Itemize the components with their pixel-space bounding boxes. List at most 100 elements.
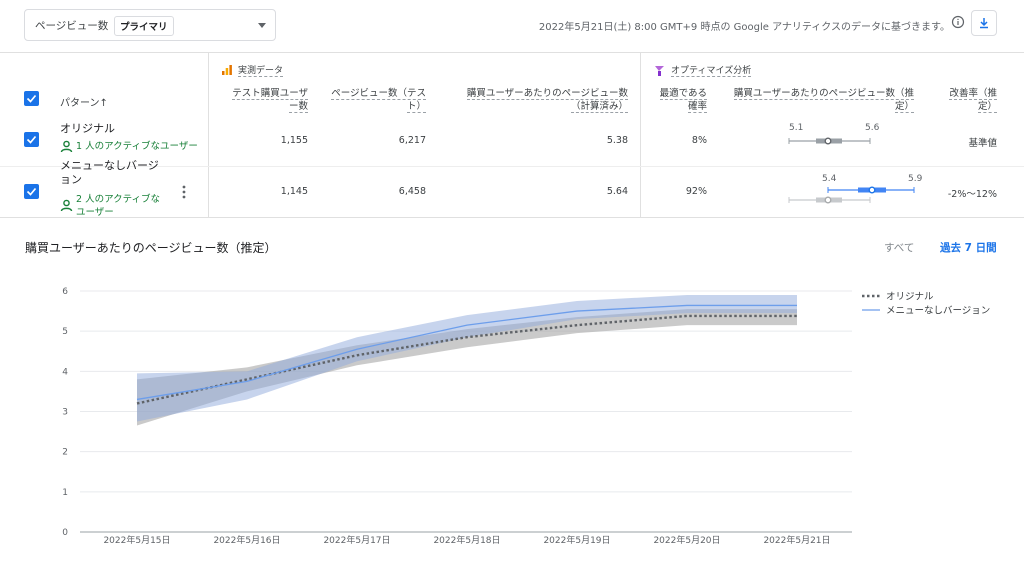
ci-whisker-original-faded [788, 196, 871, 204]
y-axis-ticks: 0 1 2 3 4 5 6 [62, 287, 68, 538]
y-tick-label: 1 [62, 488, 68, 498]
person-icon [60, 140, 73, 153]
series-line [136, 304, 797, 401]
x-tick-label: 2022年5月18日 [433, 534, 500, 546]
ci-plot-variant: 5.4 5.9 [788, 174, 923, 204]
data-basis-text: 2022年5月21日(土) 8:00 GMT+9 時点の Google アナリテ… [538, 22, 950, 33]
improvement-header-line2: 定） [977, 101, 997, 113]
test-users-value: 1,155 [280, 135, 308, 146]
test-users-header-line1: テスト購買ユーザ [232, 88, 308, 100]
divider [208, 53, 209, 217]
active-users-label: 2 人のアクティブな ユーザー [76, 193, 160, 219]
confidence-bands [137, 295, 797, 426]
variant-name: メニューなしバージ ョン [60, 159, 159, 187]
y-tick-label: 3 [62, 408, 68, 418]
ci-high-label: 5.9 [908, 174, 923, 184]
line-chart: 2022年5月15日 2022年5月16日 2022年5月17日 2022年5月18日… [62, 287, 990, 546]
pv-estimate-header-line2: 定） [894, 101, 914, 113]
optimize-section-label: オプティマイズ分析 [671, 63, 752, 77]
pattern-column-header[interactable]: パターン↑ [60, 94, 108, 109]
chart-title: 購買ユーザーあたりのページビュー数（推定） [25, 241, 277, 255]
pageviews-header-line1: ページビュー数（テス [331, 88, 426, 100]
legend-label: メニューなしバージョン [886, 306, 990, 317]
active-users-link[interactable]: 2 人のアクティブな ユーザー [60, 193, 160, 219]
active-users-line1: 2 人のアクティブな [76, 194, 161, 205]
ci-high-label: 5.6 [865, 123, 880, 133]
ci-whisker-original [788, 137, 871, 145]
variant-name-line2: ョン [60, 173, 82, 186]
pageviews-value: 6,458 [398, 186, 426, 197]
range-all-button[interactable]: すべて [884, 242, 915, 254]
metric-select-label: ページビュー数 [35, 20, 109, 32]
pv-per-user-value: 5.38 [606, 135, 628, 146]
x-tick-label: 2022年5月19日 [543, 534, 610, 546]
improvement-value: -2%～12% [947, 189, 997, 200]
row-checkbox[interactable] [24, 132, 39, 147]
ci-plot: 5.1 5.6 5.4 [788, 123, 880, 145]
variant-name-line1: メニューなしバージ [60, 159, 159, 172]
check-icon [26, 187, 37, 196]
y-tick-label: 4 [62, 367, 68, 377]
legend-label: オリジナル [886, 292, 934, 303]
series-lines [136, 304, 797, 405]
check-icon [26, 94, 37, 103]
person-icon [60, 199, 73, 212]
pattern-header-label: パターン [60, 98, 100, 109]
results-table: 実測データ オプティマイズ分析 パターン↑ テスト購買ユーザ ー数 ページビュー… [0, 53, 1024, 218]
info-icon[interactable] [951, 15, 965, 29]
arrow-up-icon: ↑ [99, 98, 108, 109]
best-probability-header-line2: 確率 [687, 101, 707, 113]
pv-estimate-header-line1: 購買ユーザーあたりのページビュー数（推 [733, 88, 914, 100]
download-icon [980, 18, 988, 29]
more-vert-icon[interactable] [181, 185, 187, 199]
active-users-link[interactable]: 1 人のアクティブなユーザー [60, 140, 198, 153]
variant-name: オリジナル [60, 122, 115, 135]
ci-low-label: 5.4 [822, 174, 837, 184]
metric-select[interactable]: ページビュー数 プライマリ [24, 9, 276, 41]
y-tick-label: 2 [62, 448, 68, 458]
select-all-checkbox[interactable] [24, 91, 39, 106]
improvement-header[interactable]: 改善率（推 定） [949, 87, 997, 113]
series-line [136, 314, 797, 405]
ci-low-label: 5.1 [789, 123, 803, 133]
test-users-value: 1,145 [280, 186, 308, 197]
active-users-label: 1 人のアクティブなユーザー [76, 141, 198, 152]
improvement-value: 基準値 [968, 138, 997, 149]
chevron-down-icon [258, 23, 266, 28]
pv-per-user-header[interactable]: 購買ユーザーあたりのページビュー数 （計算済み） [466, 87, 628, 113]
y-tick-label: 0 [62, 528, 68, 538]
best-probability-header-line1: 最適である [659, 88, 707, 100]
top-bar: ページビュー数 プライマリ 2022年5月21日(土) 8:00 GMT+9 時… [0, 0, 1024, 53]
check-icon [26, 135, 37, 144]
row-checkbox[interactable] [24, 184, 39, 199]
pageviews-header[interactable]: ページビュー数（テス ト） [331, 87, 426, 113]
test-users-header-line2: ー数 [288, 101, 308, 113]
pageviews-value: 6,217 [398, 135, 426, 146]
observed-section-header: 実測データ [222, 63, 284, 77]
improvement-header-line1: 改善率（推 [949, 88, 997, 100]
ci-whisker-variant [827, 186, 915, 194]
divider [640, 53, 641, 217]
range-7days-button[interactable]: 過去 7 日間 [940, 242, 997, 254]
x-tick-label: 2022年5月16日 [213, 534, 280, 546]
best-probability-header[interactable]: 最適である 確率 [659, 87, 707, 113]
bar-chart-icon [222, 65, 232, 75]
optimize-icon [655, 65, 664, 76]
pv-per-user-header-line2: （計算済み） [570, 101, 628, 113]
download-button[interactable] [971, 10, 997, 36]
x-tick-label: 2022年5月15日 [103, 534, 170, 546]
best-probability-value: 92% [685, 186, 707, 197]
primary-badge: プライマリ [114, 16, 174, 36]
observed-section-label: 実測データ [238, 63, 284, 77]
x-tick-label: 2022年5月20日 [653, 534, 720, 546]
test-users-header[interactable]: テスト購買ユーザ ー数 [232, 87, 308, 113]
x-tick-label: 2022年5月17日 [323, 534, 390, 546]
y-tick-label: 6 [62, 287, 68, 297]
optimize-section-header: オプティマイズ分析 [654, 63, 752, 77]
x-axis-ticks: 2022年5月15日 2022年5月16日 2022年5月17日 2022年5月18日… [103, 534, 830, 546]
row-divider [0, 166, 1024, 167]
pv-per-user-header-line1: 購買ユーザーあたりのページビュー数 [466, 88, 628, 100]
pv-per-user-value: 5.64 [606, 186, 628, 197]
pv-estimate-header[interactable]: 購買ユーザーあたりのページビュー数（推 定） [733, 87, 914, 113]
